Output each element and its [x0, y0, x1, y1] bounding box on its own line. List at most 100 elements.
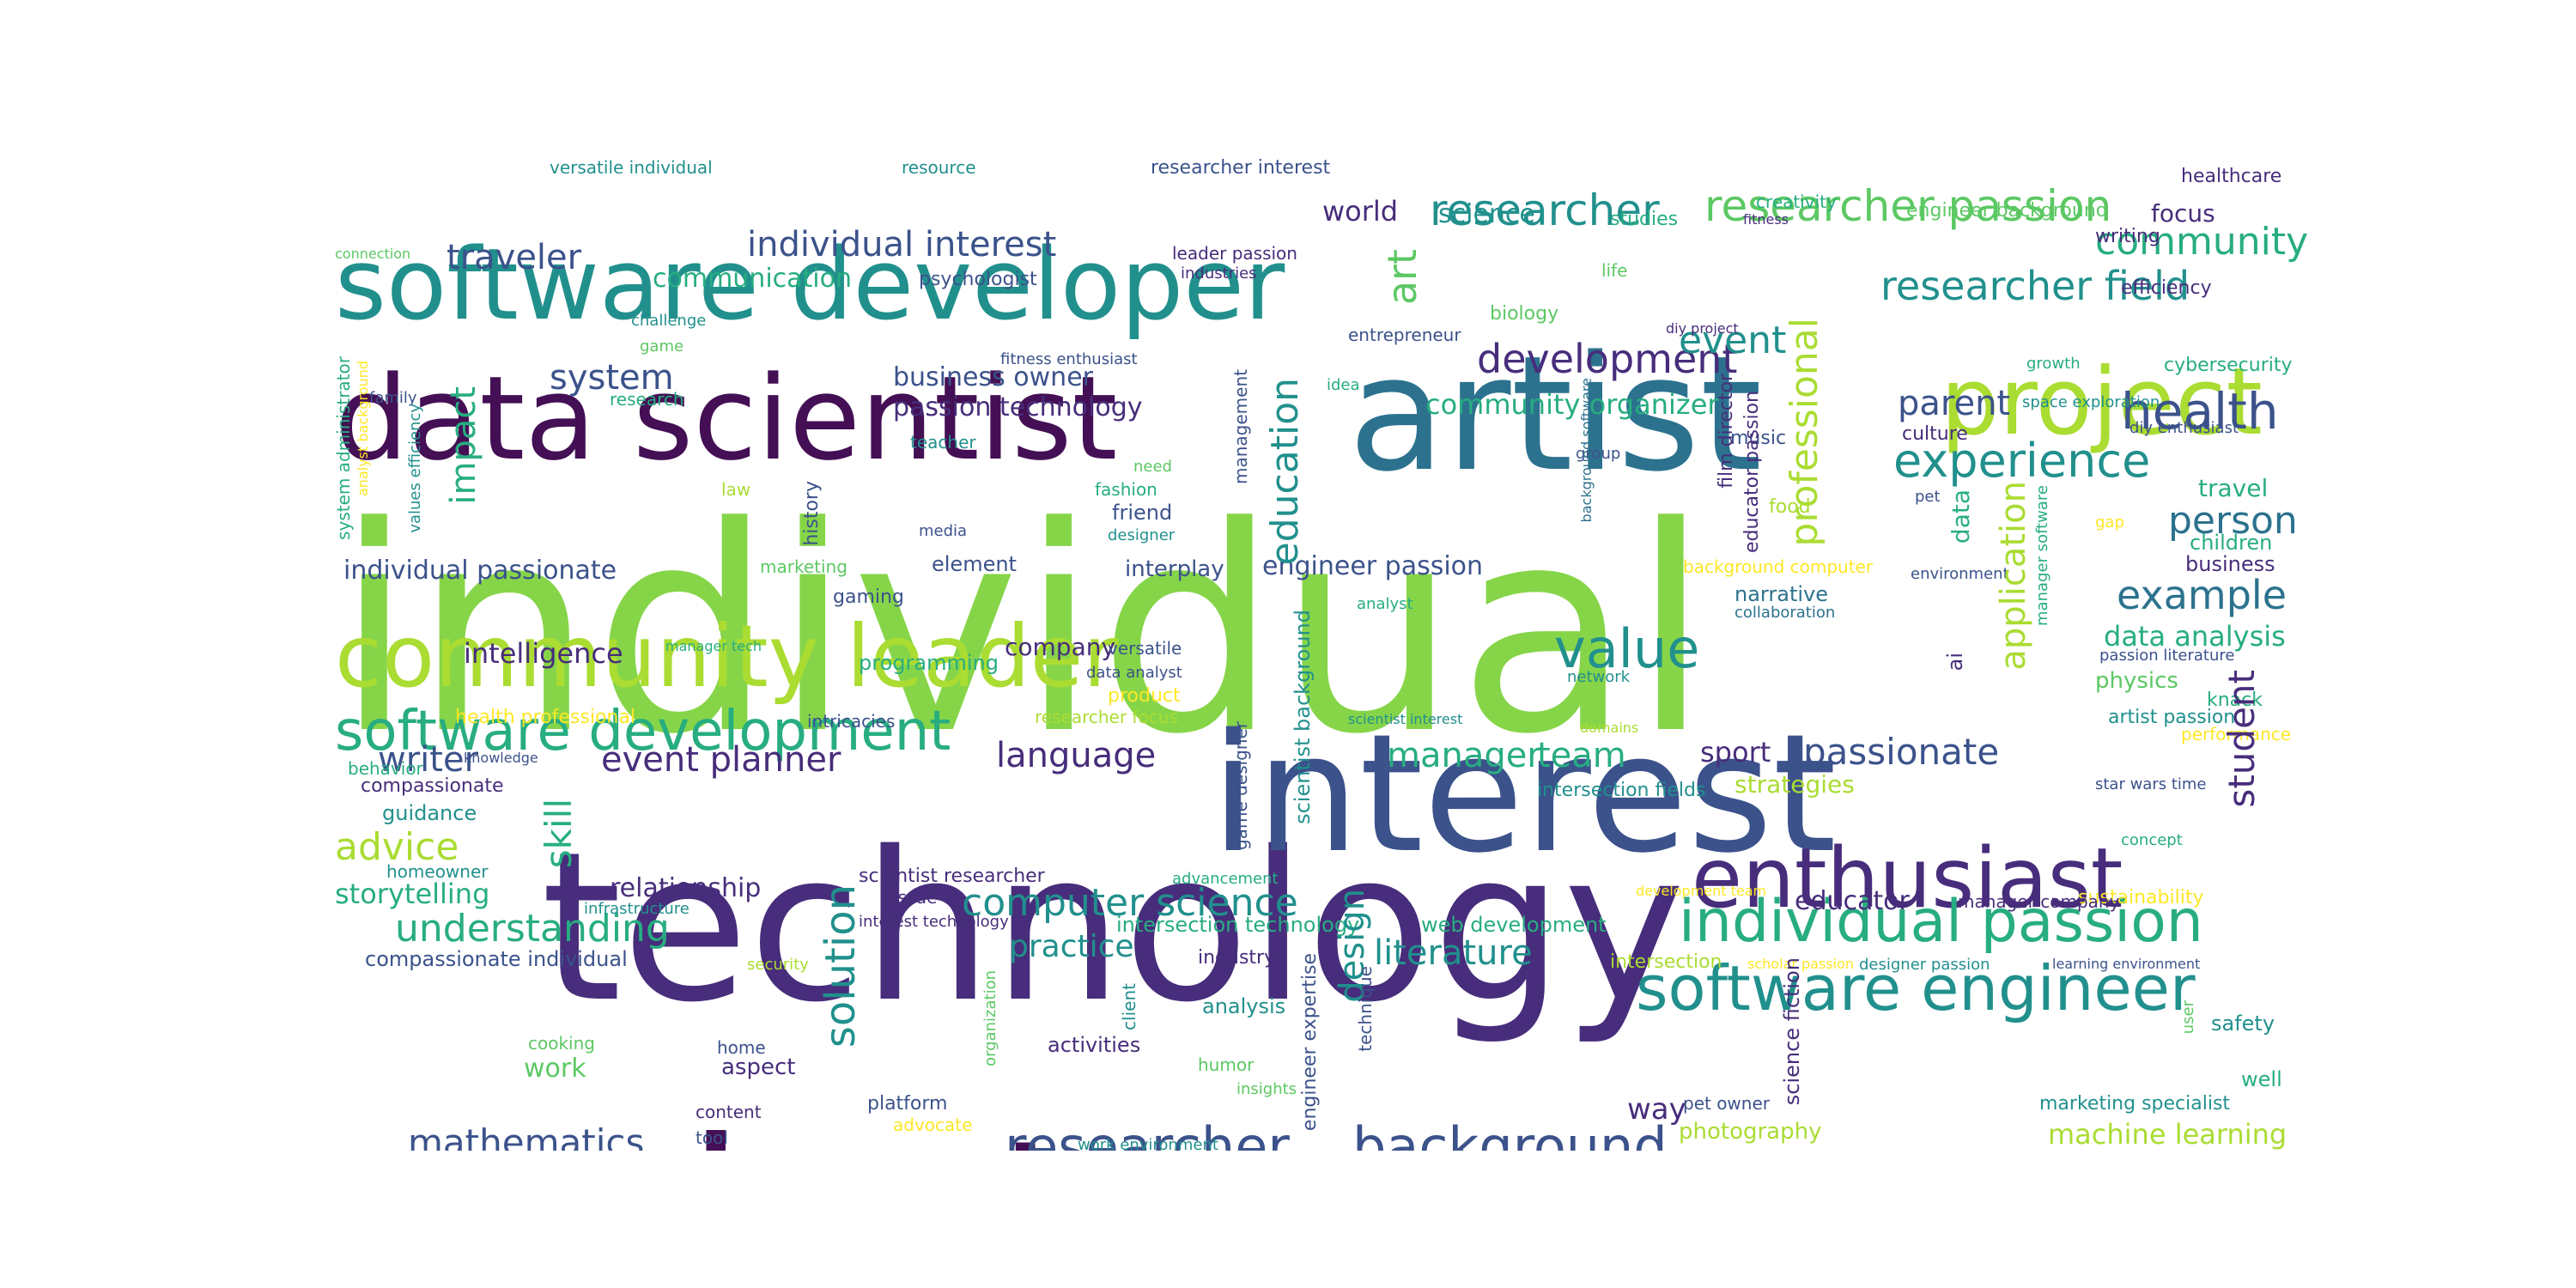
cloud-word: environment [1911, 565, 2009, 583]
cloud-word: scientist background [1291, 610, 1315, 824]
cloud-word: tool [696, 1127, 728, 1148]
cloud-word: interest technology [859, 913, 1009, 931]
cloud-word: work environment [1078, 1136, 1218, 1151]
cloud-word: data analysis [2104, 620, 2286, 653]
cloud-word: biology [1490, 303, 1559, 325]
cloud-word: user [2179, 1000, 2197, 1035]
cloud-word: scientist researcher [859, 866, 1045, 887]
cloud-word: professional [1783, 318, 1826, 547]
cloud-word: individual interest [747, 225, 1057, 264]
cloud-word: analyst [1357, 595, 1413, 613]
cloud-word: industry [1198, 947, 1276, 969]
cloud-word: network [1567, 668, 1631, 686]
cloud-word: healthcare [2181, 166, 2282, 187]
cloud-word: culture [1902, 423, 1968, 445]
cloud-word: mathematics [408, 1121, 645, 1151]
cloud-word: food [1769, 496, 1811, 518]
cloud-word: travel [2198, 474, 2269, 502]
cloud-word: development [1477, 336, 1738, 382]
cloud-word: compassionate individual [365, 947, 628, 971]
cloud-word: business [2185, 552, 2275, 576]
cloud-word: engineer expertise [1299, 953, 1321, 1132]
cloud-word: data analyst [1086, 664, 1182, 682]
cloud-word: software engineer [1636, 952, 2196, 1024]
cloud-word: event planner [601, 740, 841, 780]
cloud-word: organization [981, 970, 999, 1066]
cloud-word: engineer background [1906, 200, 2108, 222]
cloud-word: content [696, 1102, 762, 1122]
cloud-word: system [550, 358, 674, 398]
cloud-word: insights [1236, 1080, 1297, 1098]
cloud-word: pet owner [1683, 1093, 1770, 1114]
cloud-word: individual [335, 466, 1710, 796]
cloud-word: connection [335, 246, 411, 262]
cloud-word: passionate [1803, 731, 2000, 773]
cloud-word: intersection fields [1537, 780, 1706, 801]
cloud-word: sustainability [2078, 887, 2204, 908]
cloud-word: technology [541, 807, 1686, 1048]
cloud-word: issue [893, 887, 938, 908]
cloud-word: infrastructure [584, 900, 690, 918]
cloud-word: enthusiast [1692, 830, 2123, 927]
cloud-word: student [2221, 670, 2263, 808]
cloud-word: data scientist [335, 351, 1118, 486]
cloud-word: compassionate [361, 775, 504, 797]
cloud-word: concept [2121, 831, 2183, 849]
cloud-word: guidance [382, 801, 477, 825]
cloud-word: narrative [1735, 582, 1828, 606]
cloud-word: physics [2095, 668, 2178, 694]
cloud-word: manager tech [665, 638, 762, 654]
cloud-word: data [1947, 489, 1975, 544]
cloud-word: domains [1580, 720, 1639, 736]
cloud-word: event [1679, 319, 1787, 362]
cloud-word: entrepreneur [1348, 325, 1461, 345]
cloud-word: industries [1181, 264, 1257, 283]
cloud-word: person [2168, 499, 2298, 543]
cloud-word: designer [1108, 526, 1176, 544]
cloud-word: client [1119, 983, 1139, 1030]
cloud-word: community [2095, 220, 2309, 264]
cloud-word: product [1108, 685, 1181, 707]
cloud-word: star wars time [2095, 775, 2207, 793]
cloud-word: experience [1893, 434, 2151, 488]
cloud-word: educator [1795, 886, 1910, 916]
cloud-word: game designer [1230, 721, 1251, 850]
cloud-word: strategies [1735, 770, 1855, 799]
cloud-word: scientist interest [1348, 711, 1463, 727]
cloud-word: collaboration [1735, 604, 1836, 622]
cloud-word: idea [1327, 376, 1360, 394]
cloud-word: advice [335, 825, 459, 869]
cloud-word: programming [859, 651, 999, 675]
cloud-word: diy project [1666, 320, 1739, 337]
cloud-word: ai [1943, 653, 1967, 671]
cloud-word: photography [1679, 1119, 1822, 1145]
cloud-word: leader passion [1172, 243, 1297, 264]
cloud-word: scholar passion [1747, 956, 1854, 972]
cloud-word: work [524, 1054, 586, 1084]
cloud-word: science fiction [1780, 957, 1804, 1106]
cloud-word: impact [444, 386, 483, 505]
cloud-word: relationship [610, 873, 762, 903]
cloud-word: world [1322, 195, 1399, 228]
cloud-word: team [1537, 736, 1626, 775]
cloud-word: creativity [1756, 191, 1837, 212]
cloud-word: fashion [1095, 479, 1157, 500]
cloud-word: traveler [447, 238, 582, 277]
cloud-word: practice [1009, 929, 1134, 964]
cloud-word: software developer [335, 228, 1285, 343]
cloud-word: community leader [335, 606, 1119, 707]
cloud-word: homeowner [386, 861, 489, 882]
cloud-word: life [1601, 260, 1628, 281]
cloud-word: project manager [335, 1112, 2113, 1151]
cloud-word: values efficiency [406, 404, 424, 533]
cloud-word: technique [1355, 966, 1376, 1052]
cloud-word: gap [2095, 513, 2124, 532]
cloud-word: business owner [893, 362, 1093, 392]
cloud-word: way [1627, 1092, 1686, 1127]
cloud-word: efficiency [2121, 277, 2212, 299]
cloud-word: fitness [1743, 211, 1789, 228]
cloud-word: background computer [1683, 556, 1874, 577]
cloud-word: parent [1898, 384, 2011, 423]
cloud-word: artist passion [2108, 707, 2236, 728]
